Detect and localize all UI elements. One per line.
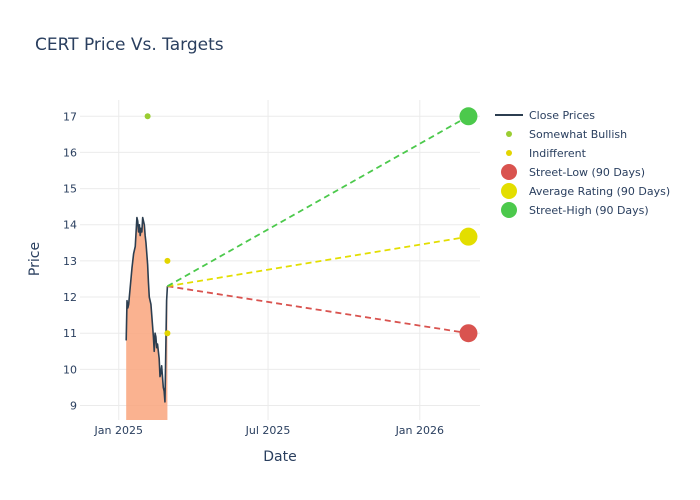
legend-dot-swatch [501, 202, 517, 218]
legend-item[interactable]: Street-Low (90 Days) [501, 164, 645, 180]
legend-label: Somewhat Bullish [529, 128, 627, 141]
target-marker[interactable] [459, 227, 478, 246]
close-price-area [126, 217, 168, 420]
y-tick-label: 13 [63, 255, 77, 268]
legend-label: Street-High (90 Days) [529, 204, 649, 217]
series-lines [125, 115, 469, 403]
target-projection-line [167, 235, 469, 288]
close-price-line [125, 216, 169, 403]
x-tick-label: Jul 2025 [245, 424, 291, 437]
y-tick-label: 17 [63, 110, 77, 123]
legend-item[interactable]: Street-High (90 Days) [501, 202, 649, 218]
axis-ticks: 9 10 11 12 13 14 15 16 17 Jan 2025 Jul 2025 Jan 202… [63, 110, 444, 437]
legend-dot-swatch [501, 164, 517, 180]
y-tick-label: 15 [63, 183, 77, 196]
legend[interactable]: Close Prices Somewhat Bullish Indifferent S… [495, 109, 670, 218]
y-tick-label: 14 [63, 219, 77, 232]
x-tick-label: Jan 2025 [94, 424, 143, 437]
y-tick-label: 10 [63, 363, 77, 376]
legend-label: Close Prices [529, 109, 595, 122]
legend-label: Street-Low (90 Days) [529, 166, 645, 179]
legend-item[interactable]: Average Rating (90 Days) [501, 183, 670, 199]
legend-item[interactable]: Indifferent [506, 147, 587, 160]
analyst-rating-point[interactable] [164, 330, 171, 337]
x-tick-label: Jan 2026 [395, 424, 444, 437]
analyst-rating-point[interactable] [164, 257, 171, 264]
target-marker[interactable] [459, 324, 478, 343]
legend-item[interactable]: Close Prices [495, 109, 595, 122]
legend-dot-swatch [506, 131, 512, 137]
target-projection-line [167, 285, 469, 335]
y-tick-label: 12 [63, 291, 77, 304]
chart-title: CERT Price Vs. Targets [35, 35, 224, 55]
target-projection-line [166, 115, 469, 287]
legend-label: Indifferent [529, 147, 587, 160]
analyst-rating-point[interactable] [144, 113, 151, 120]
legend-dot-swatch [506, 150, 512, 156]
y-tick-label: 9 [70, 400, 77, 413]
target-marker[interactable] [459, 107, 478, 126]
series-markers [144, 107, 478, 343]
legend-item[interactable]: Somewhat Bullish [506, 128, 627, 141]
y-axis-title: Price [27, 242, 43, 276]
legend-label: Average Rating (90 Days) [529, 185, 670, 198]
y-tick-label: 11 [63, 327, 77, 340]
x-axis-title: Date [263, 449, 296, 465]
legend-dot-swatch [501, 183, 517, 199]
y-tick-label: 16 [63, 146, 77, 159]
close-price-fill [126, 217, 168, 420]
